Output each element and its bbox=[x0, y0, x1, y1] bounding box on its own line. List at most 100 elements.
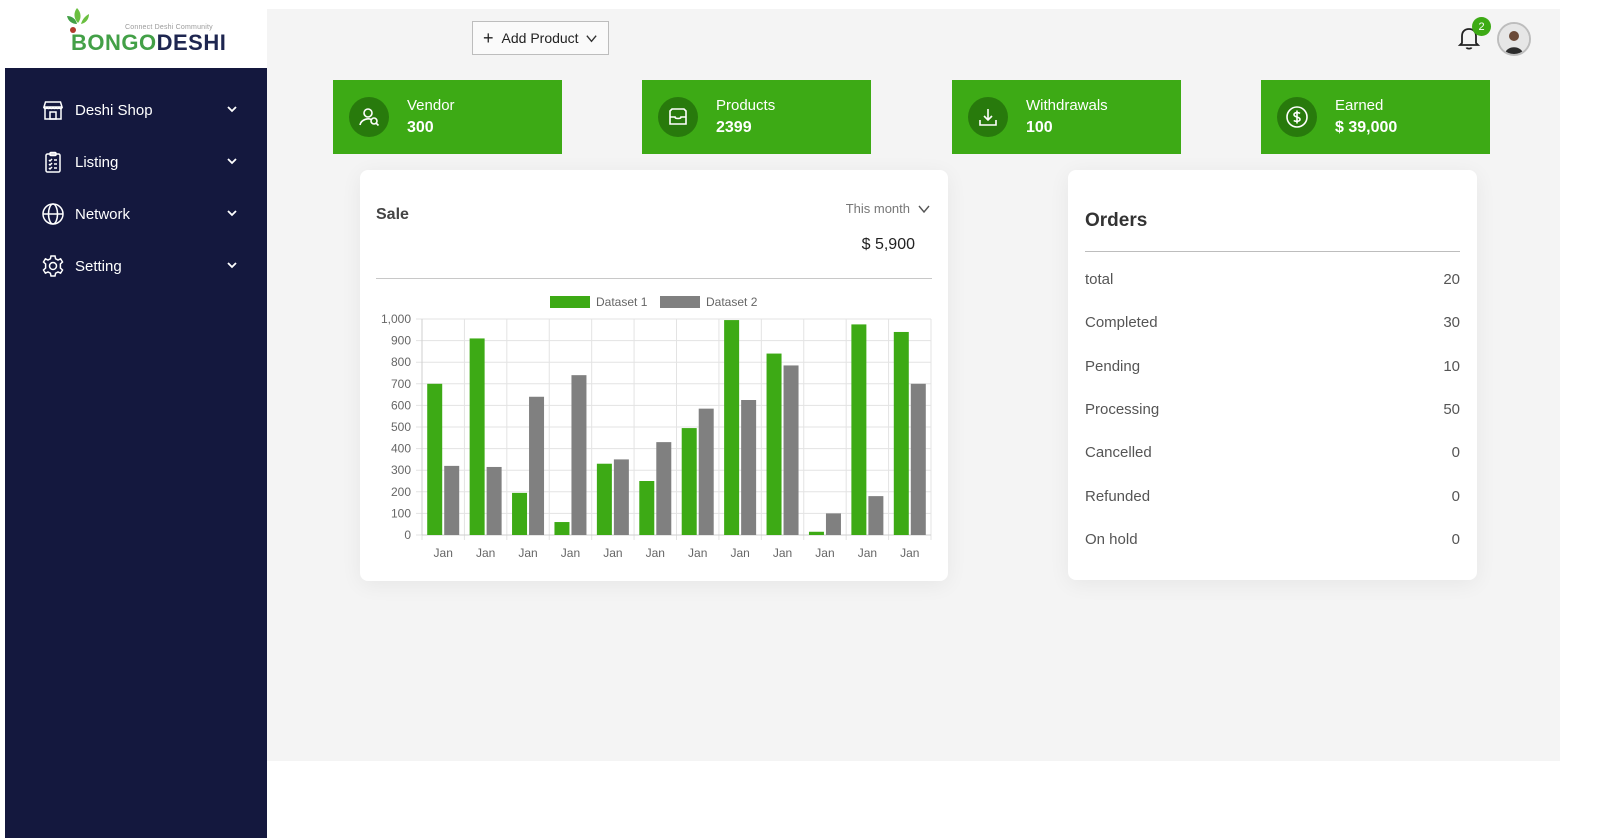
chevron-down-icon bbox=[227, 262, 237, 269]
logo-wordmark: BONGODESHI bbox=[71, 30, 227, 55]
sidebar-item-setting[interactable]: Setting bbox=[5, 240, 267, 292]
sidebar-item-deshi-shop[interactable]: Deshi Shop bbox=[5, 84, 267, 136]
bar-dataset-2 bbox=[444, 465, 460, 535]
bar-dataset-1 bbox=[766, 353, 782, 535]
legend-swatch bbox=[660, 296, 700, 308]
bell-icon[interactable] bbox=[1456, 24, 1482, 52]
x-tick-label: Jan bbox=[688, 546, 707, 560]
order-label: Refunded bbox=[1085, 487, 1151, 505]
order-label: On hold bbox=[1085, 530, 1138, 548]
period-label: This month bbox=[845, 201, 910, 216]
bar-dataset-1 bbox=[512, 492, 528, 535]
avatar[interactable] bbox=[1497, 22, 1531, 56]
stat-card-vendor[interactable]: Vendor 300 bbox=[333, 80, 562, 154]
x-tick-label: Jan bbox=[434, 546, 453, 560]
stat-card-earned[interactable]: Earned $ 39,000 bbox=[1261, 80, 1490, 154]
y-tick-label: 400 bbox=[391, 442, 411, 456]
bar-dataset-1 bbox=[851, 324, 867, 535]
y-tick-label: 700 bbox=[391, 377, 411, 391]
chevron-down-icon bbox=[227, 158, 237, 165]
chevron-down-icon bbox=[586, 35, 597, 43]
y-tick-label: 600 bbox=[391, 398, 411, 412]
brand-logo[interactable]: Connect Deshi Community BONGODESHI bbox=[63, 6, 227, 62]
stat-value: $ 39,000 bbox=[1335, 119, 1398, 136]
order-value: 50 bbox=[1443, 400, 1460, 418]
download-icon bbox=[968, 97, 1008, 137]
x-tick-label: Jan bbox=[773, 546, 792, 560]
order-value: 0 bbox=[1451, 444, 1460, 462]
divider bbox=[1085, 251, 1460, 252]
order-row: Refunded 0 bbox=[1085, 488, 1460, 512]
x-tick-label: Jan bbox=[815, 546, 834, 560]
order-label: Processing bbox=[1085, 400, 1160, 418]
order-value: 0 bbox=[1451, 487, 1460, 505]
legend-label: Dataset 2 bbox=[706, 295, 758, 309]
stat-label: Vendor bbox=[407, 97, 455, 114]
notification-badge: 2 bbox=[1472, 17, 1491, 36]
dollar-icon bbox=[1277, 97, 1317, 137]
bar-dataset-1 bbox=[893, 331, 909, 535]
order-label: Cancelled bbox=[1085, 444, 1152, 462]
period-select[interactable]: This month bbox=[846, 201, 930, 216]
bar-dataset-1 bbox=[808, 531, 824, 535]
chevron-down-icon bbox=[227, 210, 237, 217]
bar-dataset-1 bbox=[469, 338, 485, 535]
sidebar-item-listing[interactable]: Listing bbox=[5, 136, 267, 188]
bar-dataset-2 bbox=[613, 459, 629, 535]
stat-value: 300 bbox=[407, 119, 434, 136]
stat-card-withdrawals[interactable]: Withdrawals 100 bbox=[952, 80, 1181, 154]
gear-icon bbox=[41, 254, 65, 278]
plus-icon: + bbox=[483, 28, 494, 48]
y-tick-label: 100 bbox=[391, 506, 411, 520]
stat-label: Products bbox=[716, 97, 776, 114]
sale-card: Sale This month $ 5,900 Dataset 1 Dataset… bbox=[360, 170, 948, 581]
leaf-icon bbox=[67, 8, 89, 33]
stat-card-products[interactable]: Products 2399 bbox=[642, 80, 871, 154]
divider bbox=[376, 278, 932, 279]
bar-dataset-2 bbox=[571, 375, 587, 535]
sidebar-item-label: Network bbox=[75, 205, 131, 223]
chevron-down-icon bbox=[227, 106, 237, 113]
order-row: Processing 50 bbox=[1085, 401, 1460, 425]
bar-dataset-1 bbox=[639, 481, 655, 535]
logo-tagline: Connect Deshi Community bbox=[125, 24, 213, 31]
y-tick-label: 300 bbox=[391, 463, 411, 477]
y-tick-label: 900 bbox=[391, 334, 411, 348]
y-tick-label: 800 bbox=[391, 355, 411, 369]
stat-value: 2399 bbox=[716, 119, 752, 136]
legend-swatch bbox=[550, 296, 590, 308]
x-tick-label: Jan bbox=[476, 546, 495, 560]
sidebar-item-label: Deshi Shop bbox=[75, 101, 153, 119]
clipboard-list-icon bbox=[41, 150, 65, 174]
store-icon bbox=[41, 98, 65, 122]
order-label: total bbox=[1085, 271, 1114, 288]
x-tick-label: Jan bbox=[900, 546, 919, 560]
x-tick-label: Jan bbox=[730, 546, 749, 560]
chevron-down-icon bbox=[918, 205, 930, 213]
stat-value: 100 bbox=[1026, 119, 1053, 136]
order-value: 0 bbox=[1451, 530, 1460, 548]
sale-amount: $ 5,900 bbox=[861, 236, 915, 253]
bar-dataset-2 bbox=[486, 466, 502, 535]
sidebar: Connect Deshi Community BONGODESHI Deshi… bbox=[5, 0, 267, 838]
order-value: 20 bbox=[1443, 271, 1460, 288]
stat-label: Withdrawals bbox=[1026, 97, 1108, 114]
order-value: 10 bbox=[1443, 357, 1460, 375]
users-icon bbox=[349, 97, 389, 137]
add-product-button[interactable]: + Add Product bbox=[472, 21, 609, 55]
inbox-icon bbox=[658, 97, 698, 137]
sidebar-item-label: Listing bbox=[75, 153, 119, 171]
stat-label: Earned bbox=[1335, 97, 1384, 114]
order-row: On hold 0 bbox=[1085, 531, 1460, 555]
orders-title: Orders bbox=[1085, 210, 1148, 231]
sidebar-item-network[interactable]: Network bbox=[5, 188, 267, 240]
order-label: Pending bbox=[1085, 357, 1141, 375]
order-label: Completed bbox=[1085, 314, 1158, 332]
y-tick-label: 1,000 bbox=[381, 312, 411, 326]
order-row: Pending 10 bbox=[1085, 358, 1460, 382]
bar-dataset-2 bbox=[910, 383, 926, 535]
bar-dataset-2 bbox=[529, 396, 545, 535]
bar-dataset-1 bbox=[596, 463, 612, 535]
sidebar-item-label: Setting bbox=[75, 257, 122, 275]
sidebar-nav: Deshi Shop Listing Network Setting bbox=[5, 84, 267, 292]
